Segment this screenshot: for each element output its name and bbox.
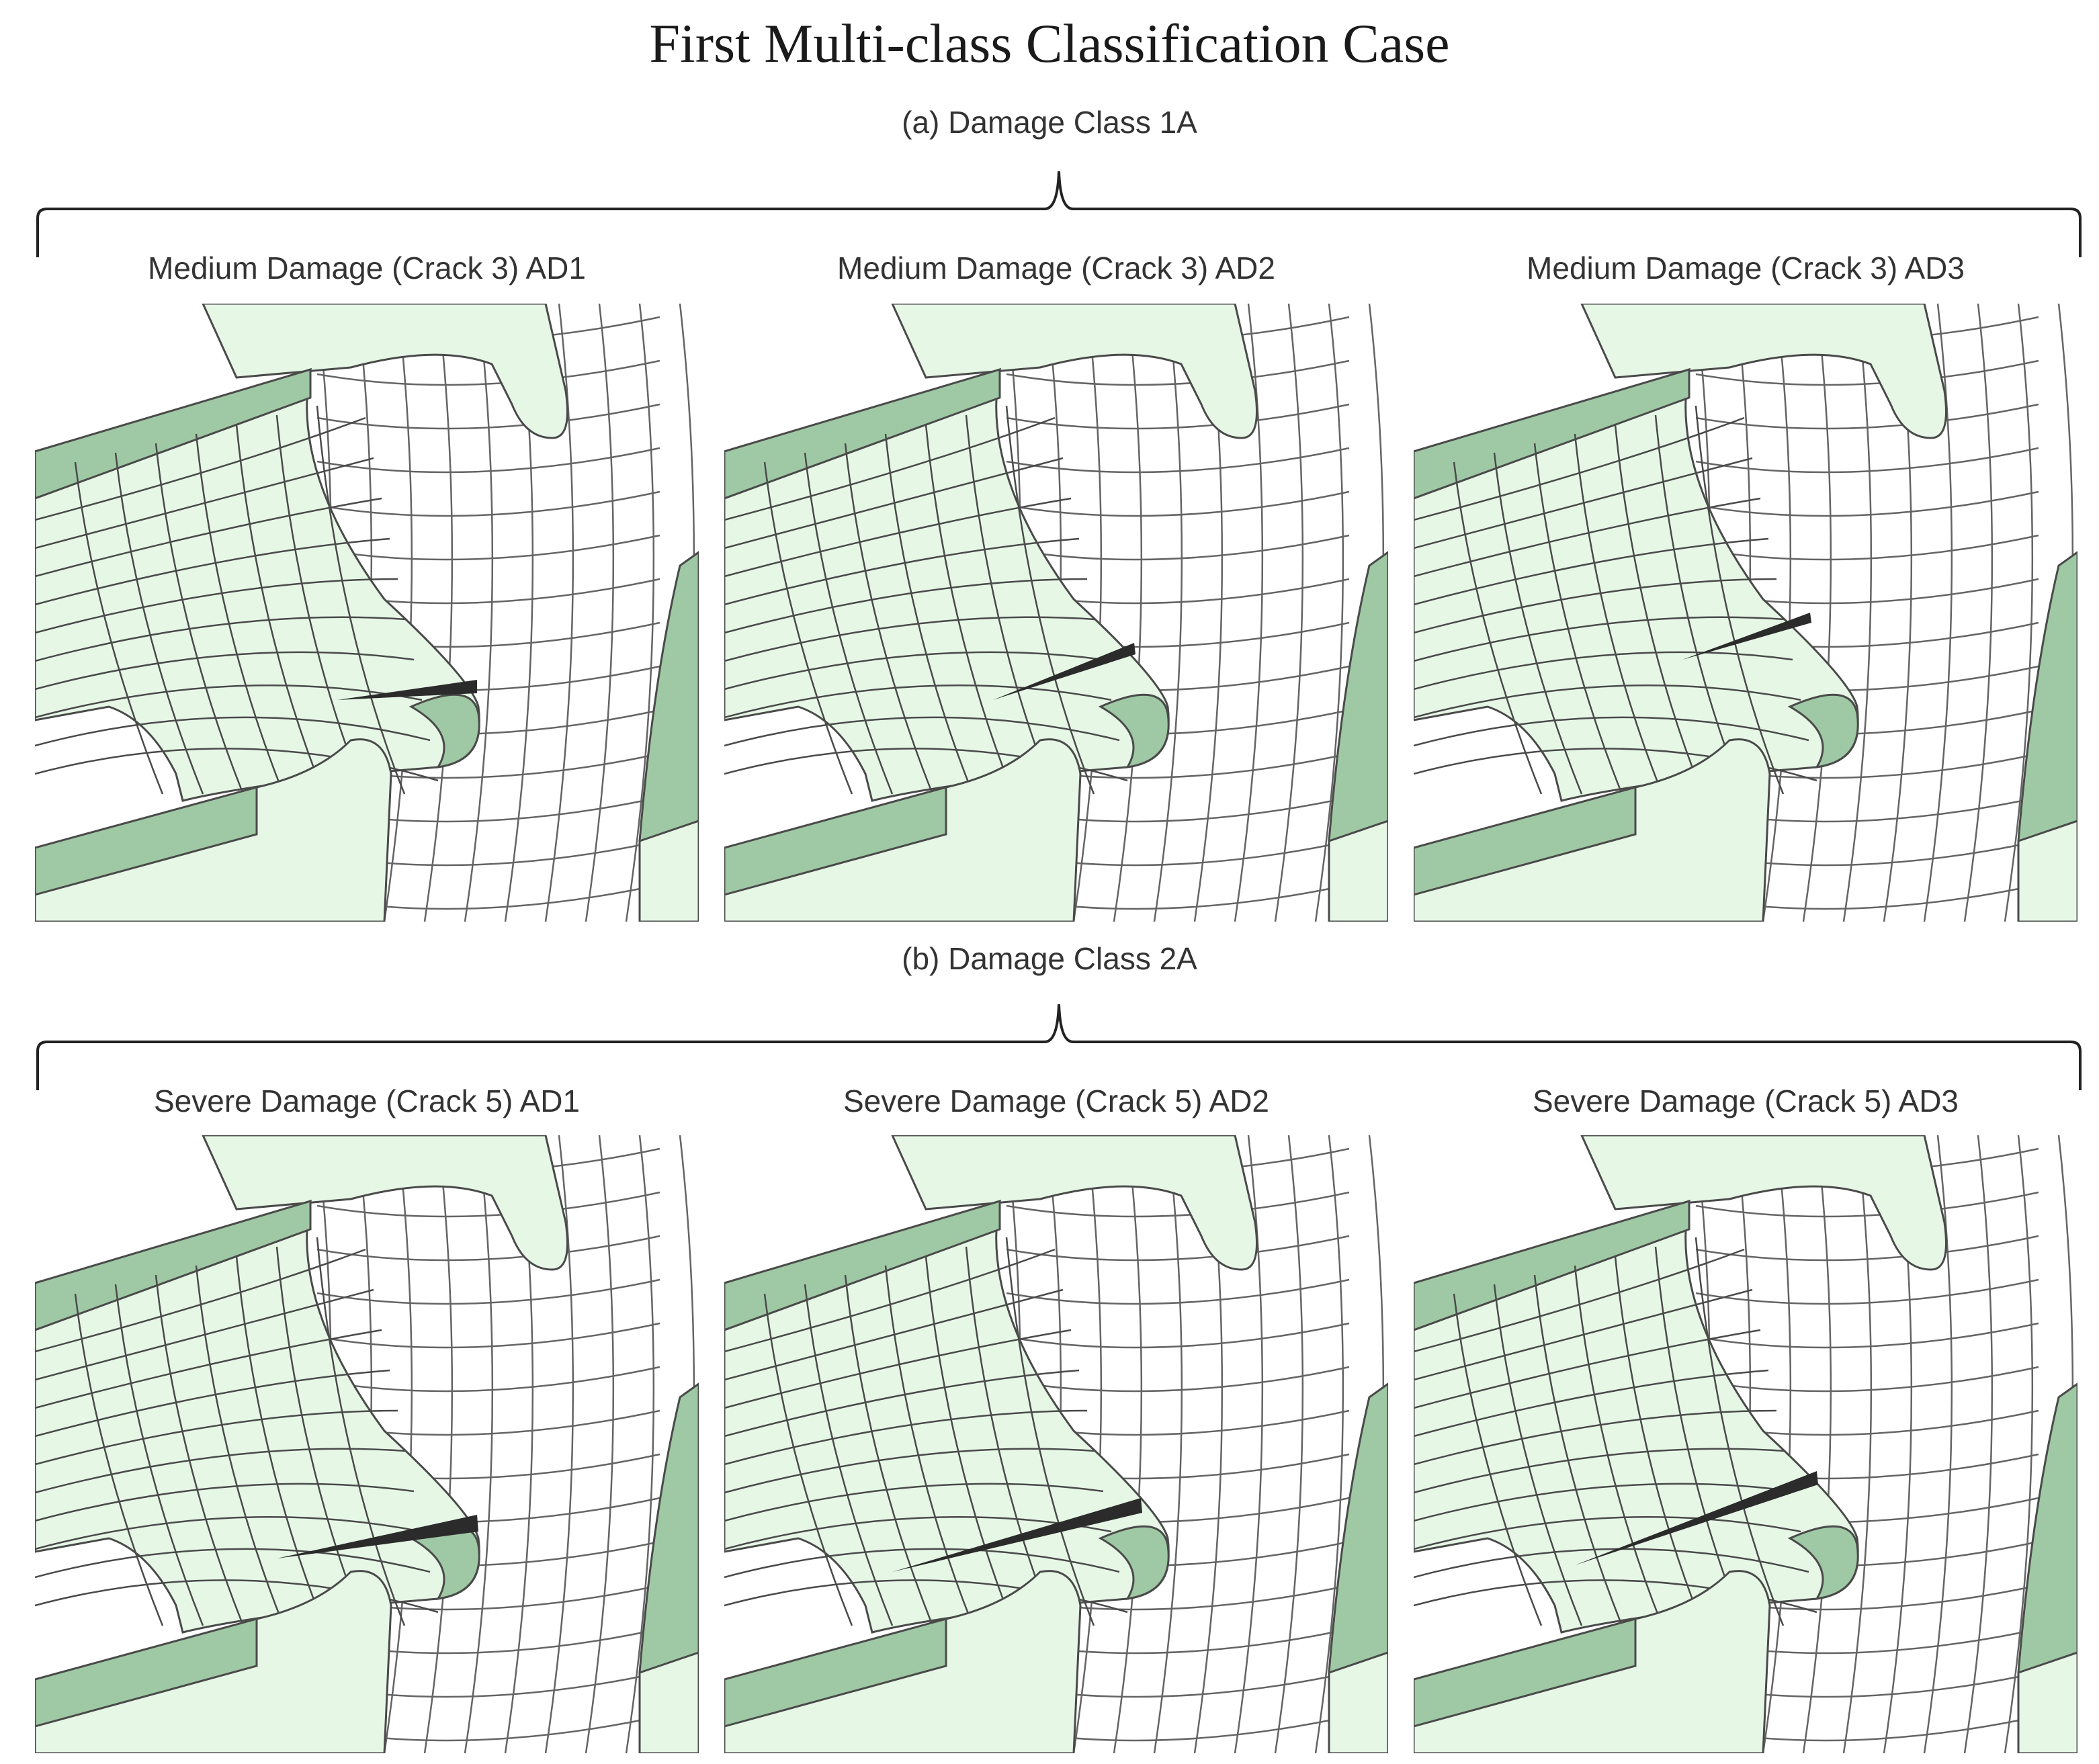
panel-b3-label: Severe Damage (Crack 5) AD3: [1532, 1084, 1959, 1118]
panel-b1-label: Severe Damage (Crack 5) AD1: [153, 1084, 581, 1118]
panel-b2-mesh: [724, 1135, 1388, 1753]
panel-a2-mesh: [724, 304, 1388, 922]
crack-wedge: [892, 1498, 1142, 1572]
panel-b3-mesh: [1414, 1135, 2077, 1753]
group-a-brace: [36, 171, 2082, 257]
panel-a3-mesh: [1414, 304, 2077, 922]
panel-a1-mesh: [35, 304, 699, 922]
group-b-brace: [36, 1004, 2082, 1090]
mesh-drawing: [35, 1135, 699, 1753]
figure-title: First Multi-class Classification Case: [649, 13, 1450, 74]
crack-wedge: [1682, 613, 1811, 660]
group-a-label: (a) Damage Class 1A: [902, 105, 1197, 140]
mesh-drawing: [35, 304, 699, 922]
panel-b1-mesh: [35, 1135, 699, 1753]
panel-a3-label: Medium Damage (Crack 3) AD3: [1527, 251, 1965, 285]
mesh-drawing: [724, 1135, 1388, 1753]
crack-wedge: [1575, 1471, 1818, 1565]
crack-wedge: [277, 1515, 478, 1558]
mesh-drawing: [1414, 1135, 2077, 1753]
group-b-label: (b) Damage Class 2A: [902, 941, 1197, 976]
panel-b2-label: Severe Damage (Crack 5) AD2: [843, 1084, 1270, 1118]
mesh-drawing: [724, 304, 1388, 922]
mesh-drawing: [1414, 304, 2077, 922]
panel-a1-label: Medium Damage (Crack 3) AD1: [148, 251, 586, 285]
panel-a2-label: Medium Damage (Crack 3) AD2: [837, 251, 1275, 285]
crack-wedge: [337, 680, 477, 700]
crack-wedge: [993, 643, 1136, 700]
